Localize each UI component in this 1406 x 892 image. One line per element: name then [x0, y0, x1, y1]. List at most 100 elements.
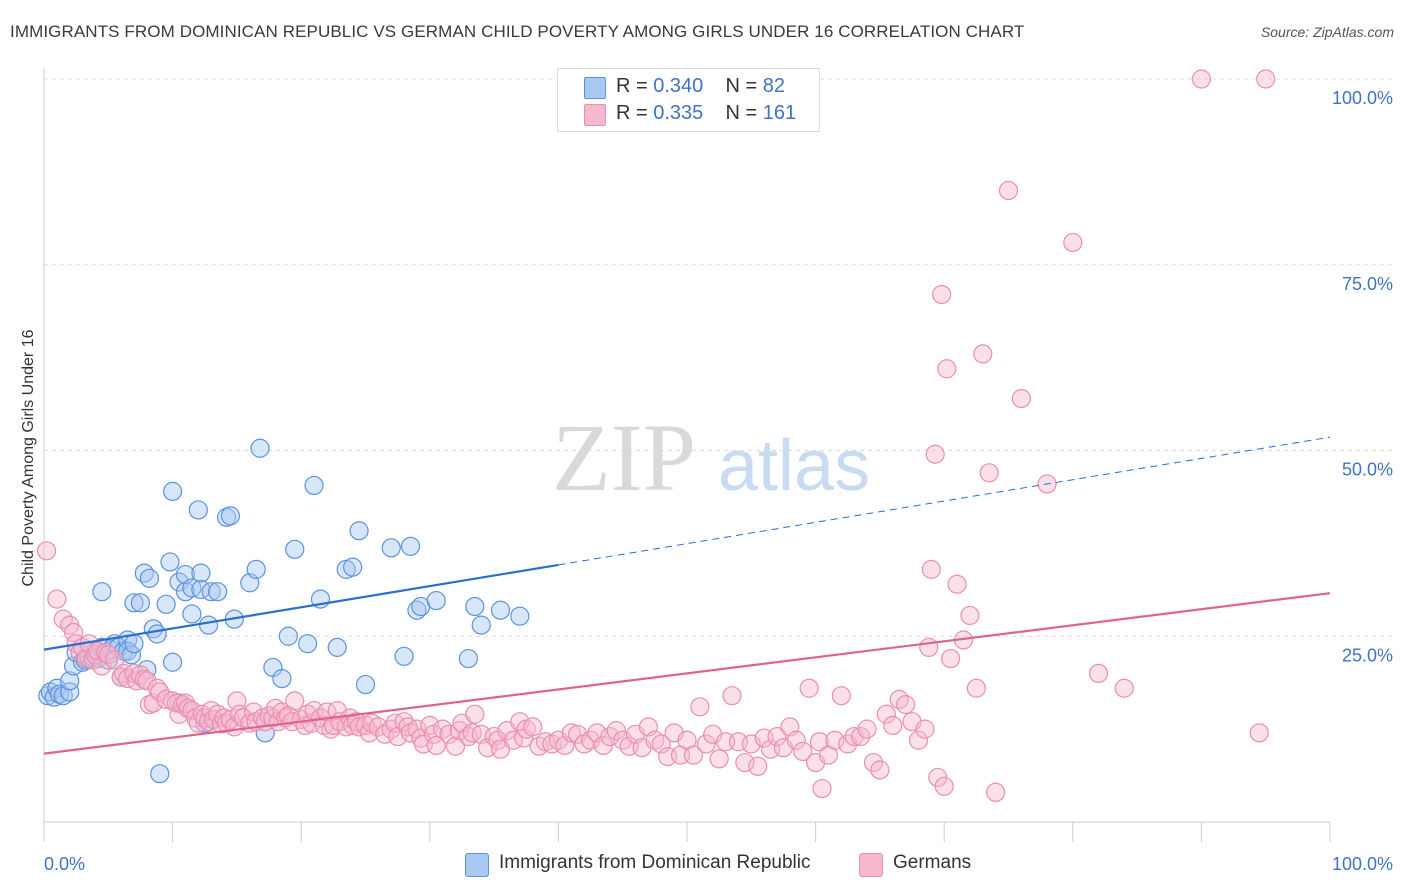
data-point [278, 626, 298, 646]
data-point [523, 717, 543, 737]
data-point [137, 671, 157, 691]
data-point [150, 764, 170, 784]
data-point [98, 645, 118, 665]
data-point [947, 574, 967, 594]
data-point [986, 782, 1006, 802]
data-point [709, 749, 729, 769]
data-point [343, 557, 363, 577]
y-axis-label: Child Poverty Among Girls Under 16 [20, 329, 37, 586]
y-tick-label: 100.0% [1332, 88, 1393, 108]
data-point [60, 682, 80, 702]
source-credit: Source: ZipAtlas.com [1260, 24, 1394, 40]
data-point [919, 637, 939, 657]
data-point [1249, 723, 1269, 743]
data-point [1256, 69, 1276, 89]
y-tick-labels: 25.0% 50.0% 75.0% 100.0% [1332, 88, 1393, 665]
data-point [400, 536, 421, 556]
data-point [160, 552, 180, 572]
data-point [587, 723, 607, 743]
data-point [182, 604, 202, 624]
data-point [424, 724, 444, 744]
data-point [349, 521, 369, 541]
data-point [105, 650, 125, 670]
data-point [298, 634, 318, 654]
legend-swatch-dominican [584, 77, 606, 99]
y-tick-label: 75.0% [1342, 274, 1393, 294]
data-point [921, 559, 941, 579]
series-germans-points [36, 69, 1276, 802]
data-point [683, 745, 704, 765]
data-point [735, 752, 755, 773]
data-point [809, 732, 830, 752]
x-tick-label: 100.0% [1332, 854, 1393, 874]
data-point [1088, 663, 1109, 684]
data-point [998, 180, 1019, 201]
data-point [767, 726, 787, 747]
legend-text-dominican: R = 0.340 N = 82 [616, 75, 786, 97]
data-point [458, 648, 478, 669]
data-point [250, 438, 270, 458]
data-point [786, 730, 806, 750]
data-point [915, 719, 935, 739]
data-point [851, 726, 871, 747]
data-point [188, 500, 208, 520]
data-point [465, 596, 485, 617]
data-point [208, 582, 228, 602]
data-point [1011, 388, 1031, 409]
data-point [36, 541, 57, 561]
data-point [355, 674, 376, 695]
axes [43, 68, 1331, 842]
watermark-atlas: atlas [718, 426, 870, 506]
x-tick-labels: 0.0% 100.0% [44, 854, 1393, 874]
data-point [932, 284, 952, 305]
data-point [246, 559, 266, 579]
x-tick-label: 0.0% [44, 854, 85, 874]
data-point [124, 593, 144, 613]
data-point [490, 600, 511, 620]
data-point [63, 622, 84, 643]
data-point [47, 589, 67, 609]
data-point [889, 689, 909, 710]
data-point [285, 691, 305, 711]
data-point [896, 695, 916, 715]
data-point [199, 615, 219, 635]
data-point [426, 735, 446, 756]
data-point [960, 605, 980, 626]
data-point [748, 756, 768, 776]
data-point [60, 671, 80, 691]
data-point [812, 778, 832, 799]
data-point [394, 646, 414, 666]
data-point [925, 444, 945, 464]
data-point [381, 538, 401, 558]
data-point [606, 721, 626, 741]
data-point [143, 693, 163, 713]
data-point [327, 637, 347, 657]
data-point [580, 730, 601, 750]
data-point [147, 624, 167, 644]
data-point [799, 678, 819, 698]
y-tick-label: 25.0% [1342, 645, 1393, 665]
bottom-legend-swatch-dominican [465, 853, 489, 877]
data-point [973, 344, 993, 364]
data-point [883, 715, 903, 736]
data-point [876, 704, 896, 724]
bottom-legend-label-germans: Germans [893, 852, 972, 873]
watermark-zip: ZIP [552, 404, 696, 511]
data-point [561, 723, 581, 743]
data-point [510, 606, 530, 626]
data-point [690, 697, 710, 717]
data-point [439, 724, 459, 744]
data-point [722, 686, 742, 706]
data-point [407, 600, 427, 620]
data-point [831, 686, 851, 706]
data-point [510, 712, 530, 732]
data-point [966, 678, 986, 698]
data-point [937, 359, 957, 379]
data-point [304, 475, 324, 496]
data-point [941, 648, 961, 669]
chart-title: IMMIGRANTS FROM DOMINICAN REPUBLIC VS GE… [10, 22, 1025, 41]
y-tick-label: 50.0% [1342, 460, 1393, 480]
data-point [870, 760, 890, 780]
data-point [465, 704, 485, 724]
